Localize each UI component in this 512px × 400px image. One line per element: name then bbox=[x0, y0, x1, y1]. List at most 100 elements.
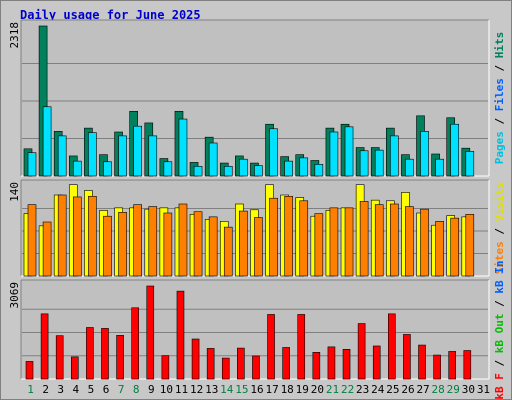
x-label-day-14: 14 bbox=[220, 383, 234, 396]
bar-sites-day-2 bbox=[42, 221, 52, 277]
y-max-label: 2318 bbox=[8, 22, 21, 49]
bar-kb-f-day-2 bbox=[40, 313, 49, 380]
x-label-day-17: 17 bbox=[265, 383, 278, 396]
bar-sites-day-30 bbox=[465, 213, 475, 277]
bar-kb-f-day-16 bbox=[252, 355, 260, 380]
x-label-day-19: 19 bbox=[296, 383, 309, 396]
bar-files-day-19 bbox=[299, 157, 309, 177]
bar-files-day-21 bbox=[329, 131, 339, 177]
bar-sites-day-4 bbox=[72, 196, 82, 277]
bar-files-day-11 bbox=[178, 118, 188, 177]
bar-files-day-10 bbox=[163, 161, 173, 177]
bar-sites-day-8 bbox=[133, 204, 142, 277]
bar-sites-day-28 bbox=[435, 221, 444, 277]
x-label-day-11: 11 bbox=[175, 383, 188, 396]
x-label-day-20: 20 bbox=[311, 383, 324, 396]
bar-sites-day-20 bbox=[314, 213, 324, 277]
bar-files-day-8 bbox=[133, 125, 142, 177]
bar-files-day-23 bbox=[359, 150, 369, 177]
bar-sites-day-3 bbox=[57, 194, 67, 277]
x-label-day-24: 24 bbox=[371, 383, 385, 396]
x-label-day-4: 4 bbox=[73, 383, 80, 396]
bar-kb-f-day-10 bbox=[161, 355, 170, 380]
legend-middle: Sites / Visits bbox=[493, 182, 506, 275]
bar-kb-f-day-6 bbox=[101, 328, 109, 380]
legend-part: kB F bbox=[493, 373, 506, 400]
bar-files-day-13 bbox=[208, 142, 218, 177]
legend-part: Visits bbox=[493, 182, 506, 222]
bar-kb-f-day-26 bbox=[403, 334, 411, 380]
y-max-label: 140 bbox=[8, 182, 21, 202]
panels: 2318 140 3069 bbox=[8, 19, 490, 380]
legend-part: kB In bbox=[493, 260, 506, 293]
bar-files-day-5 bbox=[88, 132, 97, 177]
bar-files-day-28 bbox=[435, 158, 444, 177]
bar-sites-day-9 bbox=[148, 206, 158, 277]
bar-kb-f-day-13 bbox=[206, 348, 215, 380]
legend-bottom: kB F / kB Out / kB In bbox=[493, 260, 506, 399]
bar-kb-f-day-27 bbox=[418, 344, 426, 380]
bar-kb-f-day-5 bbox=[86, 327, 94, 380]
bar-sites-day-21 bbox=[329, 207, 339, 277]
x-label-day-22: 22 bbox=[341, 383, 354, 396]
bar-sites-day-18 bbox=[284, 195, 293, 277]
bar-kb-f-day-3 bbox=[55, 335, 64, 380]
bar-kb-f-day-15 bbox=[237, 347, 245, 380]
chart-title: Daily usage for June 2025 bbox=[20, 8, 201, 22]
panel-visits_sites: 140 bbox=[8, 179, 490, 277]
bar-kb-f-day-12 bbox=[191, 338, 200, 380]
bar-kb-f-day-29 bbox=[448, 351, 457, 380]
x-axis-labels: 1 2 3 4 5 6 7 8 9 10 11 12 13 14 15 16 17 18 19 20 21 22 23 24 2… bbox=[27, 383, 490, 396]
bar-kb-f-day-7 bbox=[116, 335, 124, 380]
x-label-day-2: 2 bbox=[42, 383, 49, 396]
panel-kbytes: 3069 bbox=[8, 279, 490, 380]
bar-files-day-22 bbox=[344, 126, 354, 177]
x-label-day-28: 28 bbox=[432, 383, 445, 396]
x-label-day-26: 26 bbox=[401, 383, 414, 396]
bar-sites-day-15 bbox=[239, 210, 248, 277]
x-label-day-8: 8 bbox=[133, 383, 140, 396]
y-max-label: 3069 bbox=[8, 282, 21, 309]
bar-files-day-17 bbox=[269, 128, 278, 177]
legend-part: Pages bbox=[493, 131, 506, 164]
bar-files-day-27 bbox=[420, 131, 429, 177]
x-label-day-18: 18 bbox=[281, 383, 294, 396]
bar-sites-day-26 bbox=[405, 206, 414, 277]
x-label-day-6: 6 bbox=[103, 383, 110, 396]
x-label-day-31: 31 bbox=[477, 383, 490, 396]
bar-files-day-26 bbox=[405, 158, 414, 177]
x-label-day-9: 9 bbox=[148, 383, 155, 396]
bar-kb-f-day-28 bbox=[433, 354, 441, 380]
bar-kb-f-day-21 bbox=[327, 346, 336, 380]
bar-kb-f-day-8 bbox=[131, 307, 139, 380]
bar-files-day-24 bbox=[374, 149, 384, 177]
bar-kb-f-day-4 bbox=[70, 356, 79, 380]
bar-files-day-16 bbox=[254, 165, 263, 177]
bar-sites-day-25 bbox=[390, 203, 399, 277]
legend-part: / bbox=[493, 294, 506, 314]
bar-kb-f-day-18 bbox=[282, 347, 290, 380]
bar-files-day-7 bbox=[118, 135, 127, 177]
bar-files-day-12 bbox=[193, 165, 203, 177]
legend-part: / bbox=[493, 221, 506, 241]
x-label-day-7: 7 bbox=[118, 383, 125, 396]
bar-kb-f-day-17 bbox=[267, 314, 275, 380]
bar-sites-day-13 bbox=[208, 216, 218, 277]
plot-area bbox=[21, 20, 489, 176]
bar-kb-f-day-20 bbox=[312, 352, 321, 380]
x-label-day-27: 27 bbox=[416, 383, 429, 396]
bar-sites-day-24 bbox=[374, 204, 384, 277]
bar-sites-day-11 bbox=[178, 203, 188, 277]
bar-files-day-6 bbox=[103, 161, 112, 177]
bar-sites-day-17 bbox=[269, 197, 278, 277]
x-label-day-23: 23 bbox=[356, 383, 369, 396]
bar-kb-f-day-9 bbox=[146, 285, 155, 380]
legend-part: Hits bbox=[493, 32, 506, 59]
bar-files-day-3 bbox=[57, 135, 67, 177]
bar-sites-day-23 bbox=[359, 201, 369, 277]
legend-part: / bbox=[493, 111, 506, 131]
bar-files-day-2 bbox=[42, 106, 52, 177]
legend-part: Files bbox=[493, 78, 506, 111]
